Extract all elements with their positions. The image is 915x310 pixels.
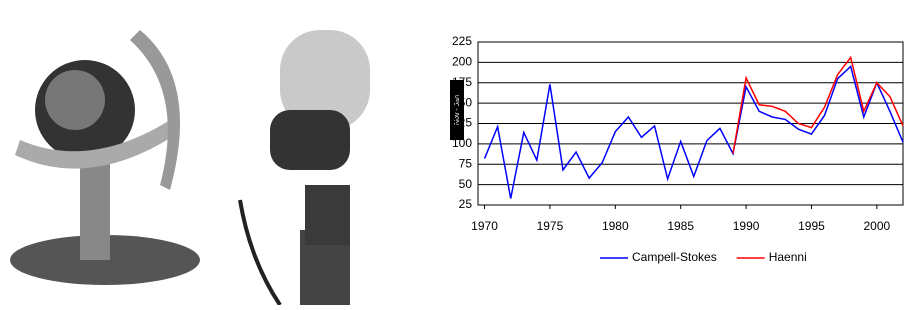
y-tick-label: 25	[459, 197, 473, 211]
y-tick-label: 150	[452, 95, 472, 109]
x-tick-label: 1995	[798, 219, 825, 233]
y-tick-label: 50	[459, 177, 473, 191]
photo-haenni	[240, 30, 370, 305]
legend-label: Haenni	[769, 250, 807, 264]
y-tick-label: 75	[459, 156, 473, 170]
y-tick-label: 225	[452, 34, 472, 48]
x-tick-label: 1990	[733, 219, 760, 233]
y-tick-label: 175	[452, 75, 472, 89]
line-series	[485, 66, 903, 198]
line-series	[733, 57, 903, 153]
photo-campbell-stokes	[10, 30, 200, 285]
legend-label: Campell-Stokes	[632, 250, 717, 264]
page: {"chart_data": {"type": "line", "y_label…	[0, 0, 915, 310]
y-tick-label: 125	[452, 116, 472, 130]
figure: Nov - Jan 255075100125150175200225197019…	[0, 0, 915, 305]
x-tick-label: 1985	[667, 219, 694, 233]
y-tick-label: 200	[452, 55, 472, 69]
x-tick-label: 1980	[602, 219, 629, 233]
y-tick-label: 100	[452, 136, 472, 150]
x-tick-label: 1970	[471, 219, 498, 233]
x-tick-label: 1975	[537, 219, 564, 233]
x-tick-label: 2000	[863, 219, 890, 233]
